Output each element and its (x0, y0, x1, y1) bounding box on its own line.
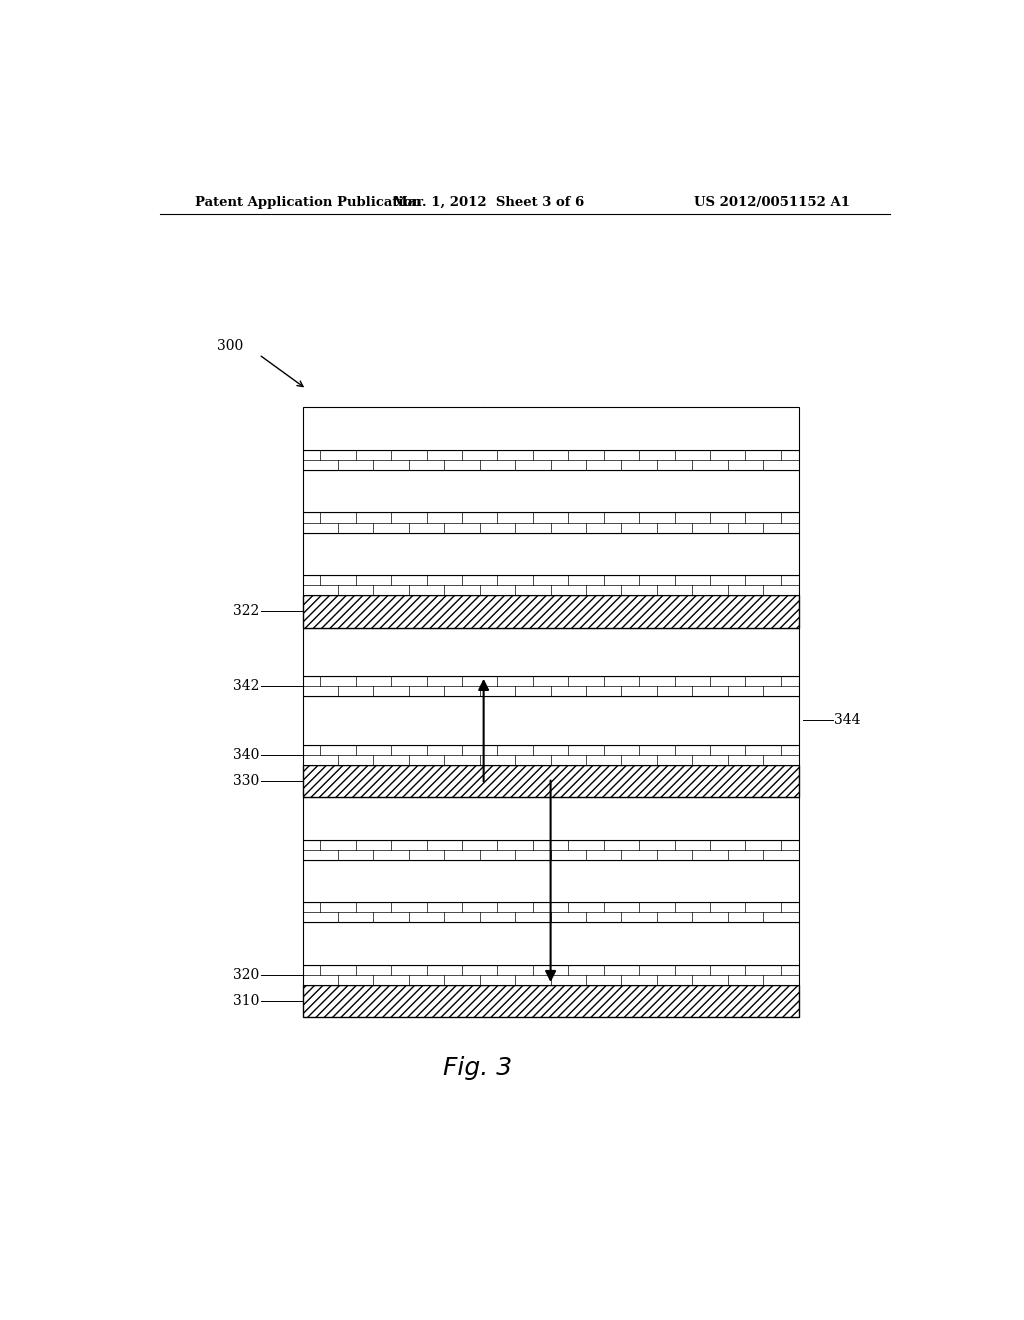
Bar (303, 532, 799, 576)
Bar (303, 627, 799, 676)
Text: Mar. 1, 2012  Sheet 3 of 6: Mar. 1, 2012 Sheet 3 of 6 (393, 195, 585, 209)
Text: 322: 322 (232, 605, 259, 618)
Bar (303, 840, 799, 859)
Text: 310: 310 (232, 994, 259, 1008)
Text: 344: 344 (835, 713, 861, 727)
Bar (303, 595, 799, 627)
Text: 330: 330 (232, 774, 259, 788)
Bar (303, 408, 799, 450)
Bar (303, 512, 799, 532)
Bar (303, 797, 799, 840)
Bar (303, 985, 799, 1018)
Text: Fig. 3: Fig. 3 (442, 1056, 512, 1080)
Text: 300: 300 (217, 339, 243, 354)
Text: Patent Application Publication: Patent Application Publication (196, 195, 422, 209)
Bar (303, 450, 799, 470)
Bar (303, 696, 799, 744)
Text: US 2012/0051152 A1: US 2012/0051152 A1 (694, 195, 850, 209)
Text: 342: 342 (232, 678, 259, 693)
Bar (303, 859, 799, 902)
Text: 320: 320 (232, 968, 259, 982)
Bar (303, 764, 799, 797)
Bar (303, 923, 799, 965)
Bar (303, 744, 799, 764)
Bar (303, 965, 799, 985)
Bar (303, 676, 799, 696)
Bar (303, 902, 799, 923)
Bar (303, 470, 799, 512)
Bar (303, 576, 799, 595)
Text: 340: 340 (232, 747, 259, 762)
